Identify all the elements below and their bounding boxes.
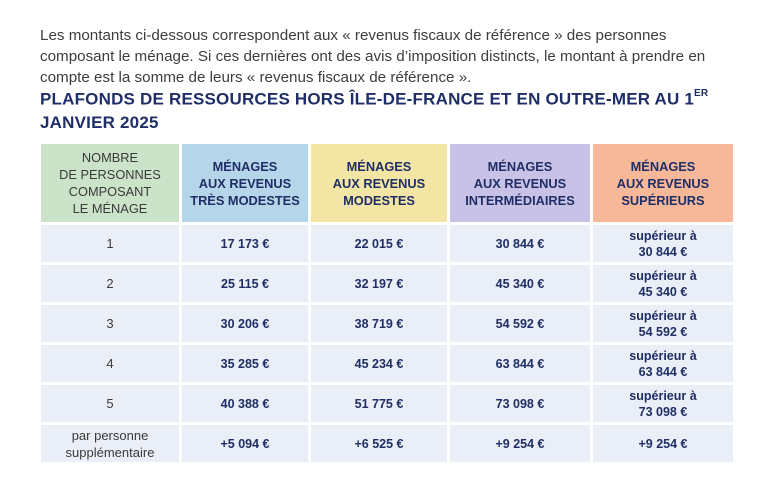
superieurs-value: 63 844 € [638,364,688,379]
header-household-size: NOMBRE DE PERSONNES COMPOSANT LE MÉNAGE [41,144,179,222]
title-tail: JANVIER 2025 [40,112,159,132]
cell-household-size: 2 [41,265,179,302]
cell-superieurs: supérieur à 45 340 € [593,265,733,302]
cell-intermediaires: 73 098 € [450,385,590,422]
table-row: 5 40 388 €51 775 €73 098 € supérieur à 73 0… [41,385,733,422]
table-title: PLAFONDS DE RESSOURCES HORS ÎLE-DE-FRANC… [40,84,740,134]
cell-superieurs: supérieur à 73 098 € [593,385,733,422]
cell-tres-modestes: 17 173 € [182,225,308,262]
header-tres-modestes: MÉNAGES AUX REVENUS TRÈS MODESTES [182,144,308,222]
cell-superieurs: supérieur à 63 844 € [593,345,733,382]
cell-household-size: 4 [41,345,179,382]
header-superieurs: MÉNAGES AUX REVENUS SUPÉRIEURS [593,144,733,222]
superieurs-prefix: supérieur à [629,348,697,363]
table-header-row: NOMBRE DE PERSONNES COMPOSANT LE MÉNAGE MÉN… [41,144,733,222]
header-modestes: MÉNAGES AUX REVENUS MODESTES [311,144,447,222]
cell-intermediaires: 63 844 € [450,345,590,382]
table-row: 1 17 173 €22 015 €30 844 € supérieur à 30 8… [41,225,733,262]
cell-tres-modestes: 40 388 € [182,385,308,422]
cell-intermediaires: 30 844 € [450,225,590,262]
superieurs-value: 30 844 € [638,244,688,259]
cell-household-size: 3 [41,305,179,342]
superieurs-value: 73 098 € [638,404,688,419]
cell-superieurs: supérieur à 30 844 € [593,225,733,262]
title-superscript: ER [694,88,709,99]
superieurs-prefix: supérieur à [629,228,697,243]
cell-modestes: 45 234 € [311,345,447,382]
cell-tres-modestes: 30 206 € [182,305,308,342]
cell-extra-label: par personne supplémentaire [41,425,179,462]
cell-modestes: 22 015 € [311,225,447,262]
cell-modestes: 38 719 € [311,305,447,342]
income-ceiling-table: NOMBRE DE PERSONNES COMPOSANT LE MÉNAGE MÉN… [38,141,736,465]
superieurs-value: 54 592 € [638,324,688,339]
intro-paragraph: Les montants ci-dessous correspondent au… [40,27,706,87]
cell-superieurs: +9 254 € [593,425,733,462]
cell-tres-modestes: +5 094 € [182,425,308,462]
table-row: 3 30 206 €38 719 €54 592 € supérieur à 54 5… [41,305,733,342]
cell-modestes: 51 775 € [311,385,447,422]
table-row: 4 35 285 €45 234 €63 844 € supérieur à 63 8… [41,345,733,382]
table-body: 1 17 173 €22 015 €30 844 € supérieur à 30 8… [41,225,733,462]
table-row: 2 25 115 €32 197 €45 340 € supérieur à 45 3… [41,265,733,302]
title-main: PLAFONDS DE RESSOURCES HORS ÎLE-DE-FRANC… [40,89,695,109]
cell-household-size: 5 [41,385,179,422]
cell-modestes: 32 197 € [311,265,447,302]
cell-superieurs: supérieur à 54 592 € [593,305,733,342]
cell-intermediaires: 45 340 € [450,265,590,302]
cell-intermediaires: +9 254 € [450,425,590,462]
cell-tres-modestes: 35 285 € [182,345,308,382]
superieurs-prefix: supérieur à [629,308,697,323]
header-intermediaires: MÉNAGES AUX REVENUS INTERMÉDIAIRES [450,144,590,222]
cell-tres-modestes: 25 115 € [182,265,308,302]
superieurs-prefix: supérieur à [629,388,697,403]
cell-modestes: +6 525 € [311,425,447,462]
cell-intermediaires: 54 592 € [450,305,590,342]
superieurs-value: 45 340 € [638,284,688,299]
table-row-extra-person: par personne supplémentaire +5 094 € +6 525… [41,425,733,462]
superieurs-prefix: supérieur à [629,268,697,283]
cell-household-size: 1 [41,225,179,262]
